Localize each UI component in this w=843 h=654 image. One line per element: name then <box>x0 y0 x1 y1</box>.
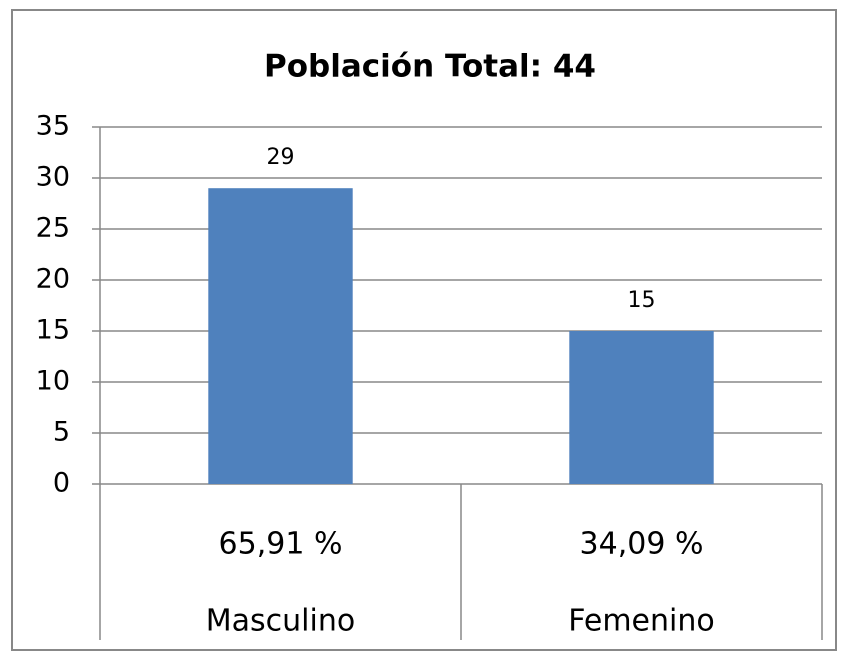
data-label: 29 <box>267 145 295 170</box>
y-tick-label: 25 <box>36 213 70 244</box>
y-tick-label: 5 <box>53 417 70 448</box>
table-cell: 65,91 % <box>219 527 343 562</box>
x-tick-label: Femenino <box>568 604 714 639</box>
table-cell: 34,09 % <box>580 527 704 562</box>
x-tick-label: Masculino <box>206 604 355 639</box>
chart-frame <box>11 9 837 651</box>
y-tick-label: 10 <box>36 366 70 397</box>
y-tick-label: 0 <box>53 468 70 499</box>
bar <box>208 188 353 484</box>
data-label: 15 <box>628 288 656 313</box>
y-tick-label: 35 <box>36 111 70 142</box>
chart-title: Población Total: 44 <box>264 49 596 85</box>
y-tick-label: 30 <box>36 162 70 193</box>
bar <box>569 331 714 484</box>
y-tick-label: 20 <box>36 264 70 295</box>
y-tick-label: 15 <box>36 315 70 346</box>
